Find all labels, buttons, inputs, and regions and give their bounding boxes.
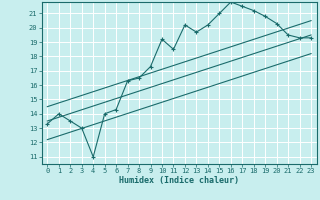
X-axis label: Humidex (Indice chaleur): Humidex (Indice chaleur): [119, 176, 239, 185]
